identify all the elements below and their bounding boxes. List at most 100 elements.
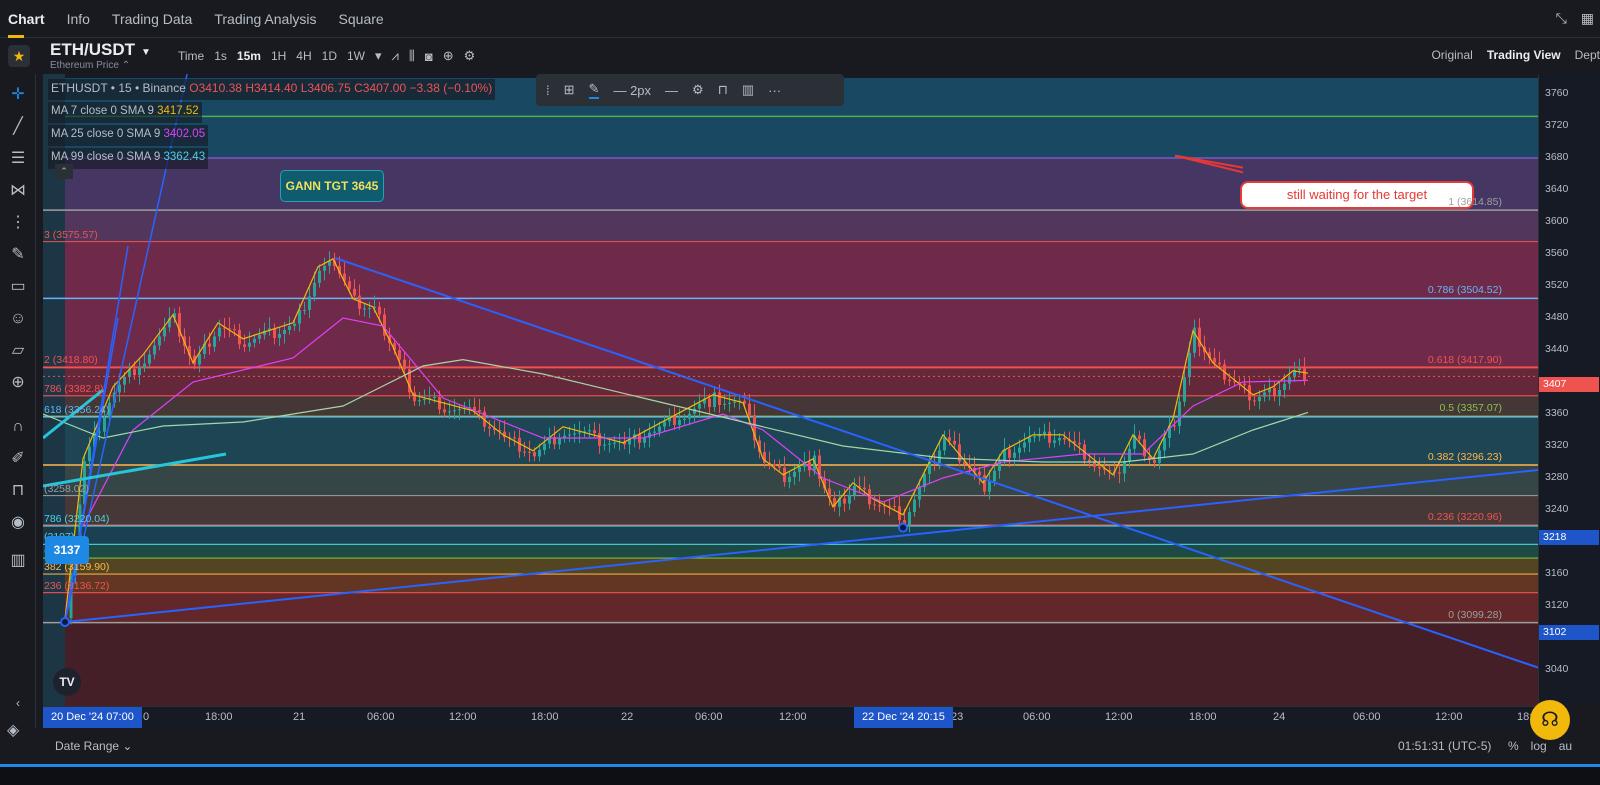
view-original[interactable]: Original <box>1431 48 1473 62</box>
candle-body <box>78 504 82 547</box>
collapse-icon[interactable]: ⤡ <box>1555 10 1567 26</box>
line-color-icon[interactable]: ✎ <box>588 81 600 99</box>
collapse-sidebar-icon[interactable]: ‹ <box>16 696 20 710</box>
line-width-button[interactable]: — 2px <box>613 82 652 98</box>
tab-trading-analysis[interactable]: Trading Analysis <box>214 11 317 27</box>
candle-body <box>218 327 221 337</box>
view-dept[interactable]: Dept <box>1574 48 1600 62</box>
scale-option-2[interactable]: au <box>1558 739 1573 753</box>
trash-icon[interactable]: ▥ <box>10 552 26 569</box>
candle-body <box>773 464 776 466</box>
interval-1s[interactable]: 1s <box>214 49 227 63</box>
callout-note[interactable]: still waiting for the target <box>1240 181 1474 209</box>
pattern-icon[interactable]: ⋈ <box>10 182 26 199</box>
template-icon[interactable]: ⊞ <box>563 82 575 97</box>
candle-body <box>688 413 691 419</box>
add-icon[interactable]: ⊕ <box>442 48 454 63</box>
zoom-in-icon[interactable]: ⊕ <box>11 374 25 391</box>
gann-target-label[interactable]: GANN TGT 3645 <box>280 170 384 202</box>
line-style-icon[interactable]: — <box>665 82 679 98</box>
tab-trading-data[interactable]: Trading Data <box>111 11 193 27</box>
interval-15m[interactable]: 15m <box>236 49 261 63</box>
chevron-down-icon[interactable]: ▾ <box>374 48 382 63</box>
candle-body <box>368 308 371 309</box>
lock-icon[interactable]: ⊓ <box>717 82 728 97</box>
symbol-selector[interactable]: ETH/USDT ▼ <box>50 40 151 59</box>
interval-4h[interactable]: 4H <box>296 49 312 63</box>
drag-handle-icon[interactable]: ⁞ <box>546 82 550 98</box>
scale-option-0[interactable]: % <box>1508 739 1519 753</box>
chart-canvas[interactable]: ETHUSDT • 15 • Binance O3410.38 H3414.40… <box>43 74 1538 706</box>
price-tag-3102: 3102 <box>1539 625 1599 640</box>
interval-selector: Time 1s 15m 1H 4H 1D 1W ▾ ⩘ ⫼ ◙ ⊕ ⚙ <box>178 48 475 64</box>
ruler-icon[interactable]: ▱ <box>11 342 25 359</box>
candle-body <box>333 260 336 266</box>
candle-body <box>1023 442 1026 448</box>
price-tick: 3520 <box>1545 279 1569 291</box>
magnet-icon[interactable]: ∩ <box>12 418 24 435</box>
candle-body <box>718 392 721 405</box>
tab-chart[interactable]: Chart <box>8 0 45 38</box>
fib-label-left: 786 (3382.8) <box>44 382 104 395</box>
crosshair-icon[interactable]: ✛ <box>11 86 25 103</box>
emoji-icon[interactable]: ☺ <box>9 310 27 327</box>
candle-body <box>1158 450 1161 463</box>
candle-body <box>1088 459 1091 462</box>
price-tick: 3240 <box>1545 503 1569 515</box>
chart-plot[interactable] <box>43 74 1538 706</box>
tab-square[interactable]: Square <box>338 11 384 27</box>
horizontal-lines-icon[interactable]: ☰ <box>10 150 26 167</box>
window-controls: ⤡ ▦ <box>1556 10 1594 27</box>
time-axis[interactable]: 0 18:00 21 06:00 12:00 18:00 22 06:00 12:00 23 06:… <box>43 706 1545 728</box>
eye-icon[interactable]: ◉ <box>11 514 25 531</box>
open-value: O3410.38 <box>189 81 242 95</box>
interval-1h[interactable]: 1H <box>270 49 287 63</box>
candle-body <box>703 398 706 404</box>
fib-tool-icon[interactable]: ⋮ <box>10 214 26 231</box>
candle-body <box>423 399 426 401</box>
brush-icon[interactable]: ✎ <box>11 246 25 263</box>
tab-info[interactable]: Info <box>66 11 90 27</box>
view-options: Original Trading View Dept <box>1431 48 1600 62</box>
screenshot-icon[interactable]: ◙ <box>424 48 433 64</box>
grid-icon[interactable]: ▦ <box>1580 10 1594 26</box>
gann-fan-line <box>64 317 119 623</box>
indicators-icon[interactable]: ⩘ <box>391 48 399 63</box>
candle-body <box>848 495 851 504</box>
candle-body <box>583 431 586 433</box>
candle-type-icon[interactable]: ⫼ <box>408 48 415 63</box>
layers-icon[interactable]: ◈ <box>7 722 20 739</box>
more-icon[interactable]: ··· <box>768 82 782 98</box>
price-marker-left[interactable]: 3137 <box>45 536 89 564</box>
candle-body <box>818 455 821 479</box>
settings-icon[interactable]: ⚙ <box>692 82 704 97</box>
candle-body <box>778 466 781 468</box>
support-icon[interactable]: ☊ <box>1530 700 1570 740</box>
scale-option-1[interactable]: log <box>1530 739 1547 753</box>
settings-icon[interactable]: ⚙ <box>463 48 476 63</box>
interval-time[interactable]: Time <box>178 49 205 63</box>
symbol-subtitle: Ethereum Price ⌃ <box>50 60 131 71</box>
time-tick: 21 <box>293 711 306 723</box>
comment-icon[interactable]: ▭ <box>10 278 26 295</box>
view-trading-view[interactable]: Trading View <box>1486 48 1561 62</box>
trendline-icon[interactable]: ╱ <box>13 118 23 135</box>
candle-body <box>963 461 966 465</box>
date-range-button[interactable]: Date Range ⌄ <box>55 739 133 753</box>
candle-body <box>1008 449 1011 458</box>
lock-icon[interactable]: ⊓ <box>11 482 25 499</box>
price-axis[interactable]: 3760372036803640360035603520348034403400… <box>1538 74 1600 706</box>
ma-value: 3402.05 <box>163 128 206 140</box>
candle-body <box>1048 431 1051 443</box>
collapse-legend-icon[interactable]: ⌃ <box>55 164 73 179</box>
candle-body <box>223 327 226 329</box>
interval-1d[interactable]: 1D <box>321 49 337 63</box>
candle-body <box>908 512 911 525</box>
candle-body <box>118 384 121 393</box>
delete-icon[interactable]: ▥ <box>741 82 755 97</box>
lock-drawing-icon[interactable]: ✐ <box>11 450 25 467</box>
time-tick: 18:00 <box>1189 711 1217 723</box>
candle-body <box>1213 358 1216 363</box>
favorite-star-icon[interactable]: ★ <box>8 45 30 67</box>
interval-1w[interactable]: 1W <box>346 49 365 63</box>
